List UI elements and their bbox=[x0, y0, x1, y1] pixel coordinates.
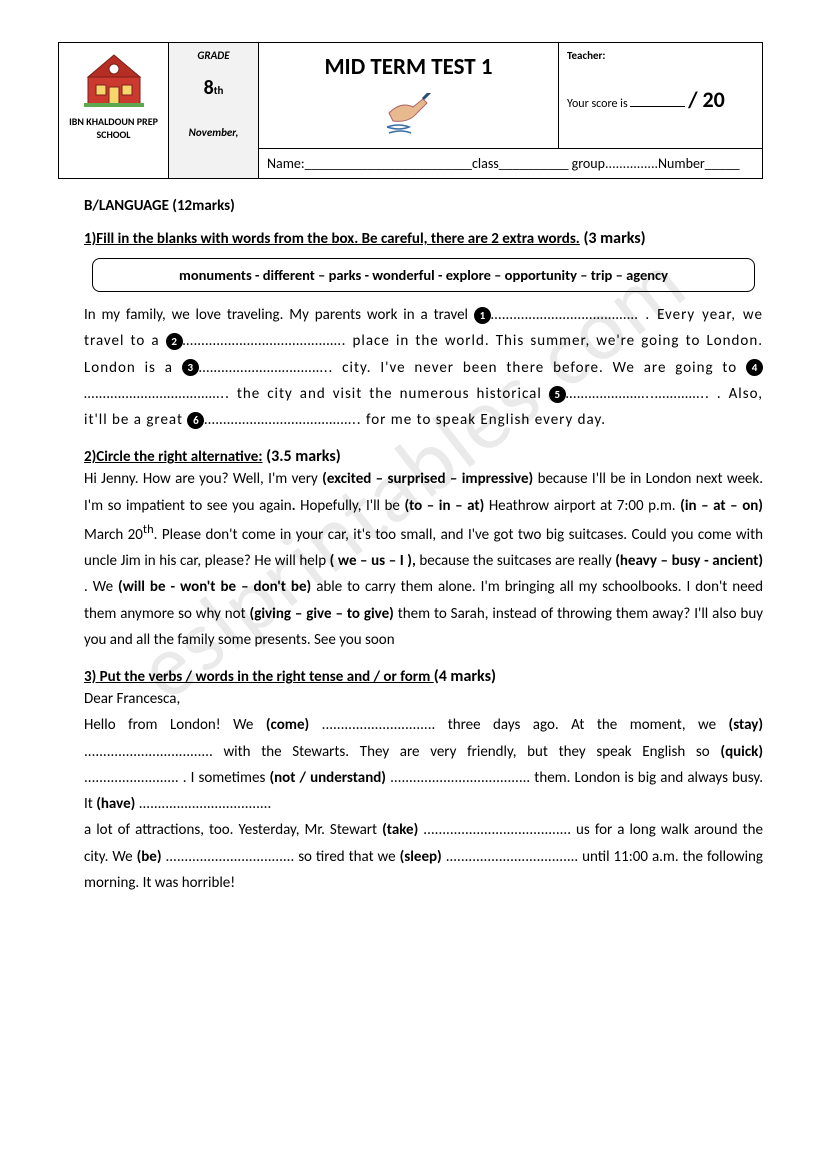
blank-6-icon: 6 bbox=[187, 412, 204, 429]
score-prefix: Your score is bbox=[567, 97, 628, 111]
word-box: monuments - different – parks - wonderfu… bbox=[92, 258, 755, 292]
teacher-label: Teacher: bbox=[567, 49, 754, 62]
writing-hand-icon bbox=[379, 93, 439, 137]
q1-body: In my family, we love traveling. My pare… bbox=[84, 302, 763, 433]
cell-title: MID TERM TEST 1 bbox=[259, 43, 559, 149]
q2-marks: (3.5 marks) bbox=[266, 447, 341, 466]
score-blank[interactable] bbox=[630, 106, 685, 107]
grade-value: 8th bbox=[177, 76, 250, 100]
blank-2-icon: 2 bbox=[166, 333, 183, 350]
cell-school: IBN KHALDOUN PREP SCHOOL bbox=[59, 43, 169, 179]
q2-head: 2)Circle the right alternative: bbox=[84, 448, 262, 466]
question-2: 2)Circle the right alternative: (3.5 mar… bbox=[84, 447, 763, 653]
grade-suffix: th bbox=[214, 84, 224, 97]
blank-5-icon: 5 bbox=[549, 386, 566, 403]
section-title: B/LANGUAGE (12marks) bbox=[84, 197, 763, 215]
month: November, bbox=[177, 126, 250, 139]
school-icon bbox=[82, 53, 146, 109]
header-table: IBN KHALDOUN PREP SCHOOL GRADE 8th Novem… bbox=[58, 42, 763, 179]
q1-head: 1)Fill in the blanks with words from the… bbox=[84, 230, 580, 248]
test-title: MID TERM TEST 1 bbox=[267, 53, 550, 81]
q3-salutation: Dear Francesca, bbox=[84, 686, 763, 712]
question-1: 1)Fill in the blanks with words from the… bbox=[84, 229, 763, 433]
blank-1-icon: 1 bbox=[474, 307, 491, 324]
score-total: / 20 bbox=[688, 86, 725, 113]
school-name: IBN KHALDOUN PREP SCHOOL bbox=[67, 115, 160, 141]
q3-head: 3) Put the verbs / words in the right te… bbox=[84, 668, 434, 686]
blank-4-icon: 4 bbox=[746, 359, 763, 376]
grade-label: GRADE bbox=[177, 49, 250, 62]
q3-marks: (4 marks) bbox=[434, 667, 496, 686]
name-row[interactable]: Name:________________________class______… bbox=[259, 149, 763, 179]
grade-number: 8 bbox=[204, 76, 214, 100]
cell-teacher: Teacher: Your score is / 20 bbox=[559, 43, 763, 149]
question-3: 3) Put the verbs / words in the right te… bbox=[84, 667, 763, 896]
q1-marks: (3 marks) bbox=[583, 229, 645, 248]
blank-3-icon: 3 bbox=[182, 359, 199, 376]
q2-body: Hi Jenny. How are you? Well, I'm very (e… bbox=[84, 466, 763, 653]
score-line: Your score is / 20 bbox=[567, 86, 754, 113]
q3-body: Dear Francesca, Hello from London! We (c… bbox=[84, 686, 763, 896]
cell-grade: GRADE 8th November, bbox=[169, 43, 259, 179]
